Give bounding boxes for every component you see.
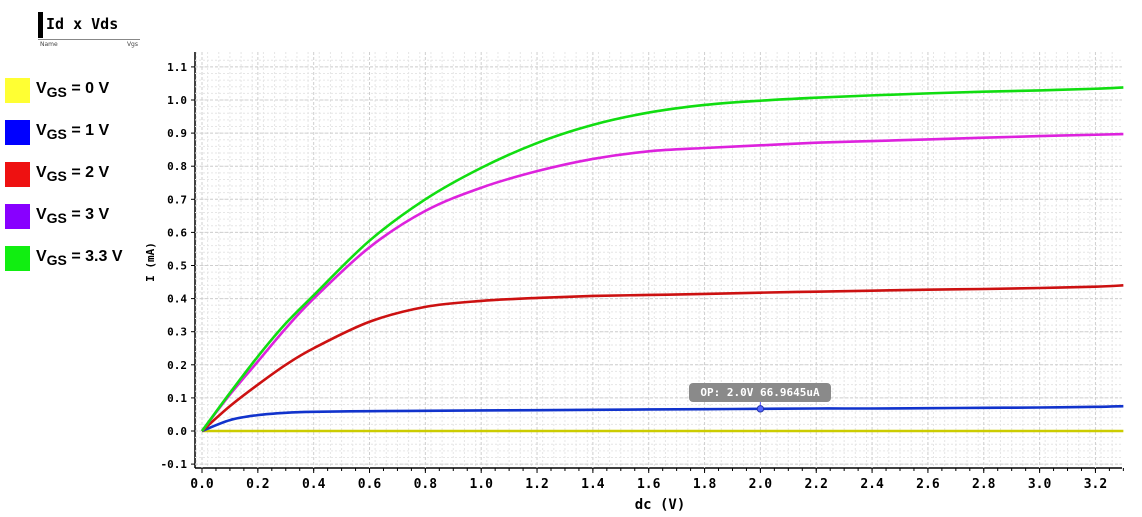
legend-label: VGS = 2 V <box>36 164 110 184</box>
legend-item-vgs-1[interactable]: VGS = 1 V <box>5 120 145 146</box>
x-tick-label: 1.0 <box>469 477 493 492</box>
y-tick-label: 1.0 <box>167 94 187 107</box>
x-tick-label: 1.2 <box>525 477 548 492</box>
series-vgs-1 <box>201 404 1124 433</box>
y-tick-label: 0.7 <box>167 193 187 206</box>
y-tick-label: 0.8 <box>167 160 187 173</box>
legend-swatch <box>5 120 30 145</box>
legend-item-vgs-3-3[interactable]: VGS = 3.3 V <box>5 246 145 272</box>
legend-label: VGS = 1 V <box>36 122 110 142</box>
title-sub-right: Vgs <box>126 41 138 48</box>
x-tick-label: 0.4 <box>302 477 326 492</box>
x-tick-label: 1.4 <box>581 477 605 492</box>
y-tick-label: 0.3 <box>167 326 187 339</box>
y-tick-label: 0.0 <box>167 425 187 438</box>
y-tick-label: 0.1 <box>167 392 187 405</box>
y-tick-label: 0.6 <box>167 226 187 239</box>
annotation-marker <box>756 405 765 413</box>
x-tick-label: 3.0 <box>1028 477 1052 492</box>
x-tick-label: 2.2 <box>804 477 827 492</box>
x-tick-label: 0.8 <box>414 477 438 492</box>
legend-label: VGS = 3.3 V <box>36 248 123 268</box>
title-cursor-bar <box>38 12 43 38</box>
x-tick-label: 0.0 <box>190 477 214 492</box>
series-vgs-3-3 <box>200 86 1124 432</box>
title-sub-left: Name <box>40 41 58 48</box>
x-tick-label: 2.8 <box>972 477 996 492</box>
y-tick-label: -0.1 <box>161 458 188 471</box>
annotation-box <box>689 383 831 402</box>
x-tick-label: 3.2 <box>1084 477 1107 492</box>
y-tick-label: 0.5 <box>167 260 187 273</box>
y-tick-label: 0.9 <box>167 127 187 140</box>
legend-item-vgs-3[interactable]: VGS = 3 V <box>5 204 145 230</box>
legend-swatch <box>5 246 30 271</box>
chart-title: Id x Vds <box>46 15 119 33</box>
legend-label: VGS = 0 V <box>36 80 110 100</box>
x-tick-label: 1.8 <box>693 477 717 492</box>
legend-item-vgs-0[interactable]: VGS = 0 V <box>5 78 145 104</box>
x-tick-label: 0.2 <box>246 477 269 492</box>
x-axis-label: dc (V) <box>635 497 686 513</box>
legend-swatch <box>5 204 30 229</box>
x-tick-label: 2.6 <box>916 477 940 492</box>
series-vgs-3 <box>200 132 1124 432</box>
y-tick-label: 0.4 <box>167 293 187 306</box>
annotation-label: OP: 2.0V 66.9645uA <box>700 386 820 399</box>
y-tick-label: 1.1 <box>167 61 187 74</box>
x-tick-label: 0.6 <box>358 477 382 492</box>
legend-item-vgs-2[interactable]: VGS = 2 V <box>5 162 145 188</box>
x-tick-label: 1.6 <box>637 477 661 492</box>
legend-swatch <box>5 162 30 187</box>
y-tick-label: 0.2 <box>167 359 187 372</box>
series-vgs-2 <box>201 284 1124 432</box>
y-axis-label: I (mA) <box>144 242 157 282</box>
legend-swatch <box>5 78 30 103</box>
x-tick-label: 2.0 <box>749 477 773 492</box>
title-subheader: Name Vgs <box>38 39 140 48</box>
legend-label: VGS = 3 V <box>36 206 110 226</box>
x-tick-label: 2.4 <box>860 477 884 492</box>
